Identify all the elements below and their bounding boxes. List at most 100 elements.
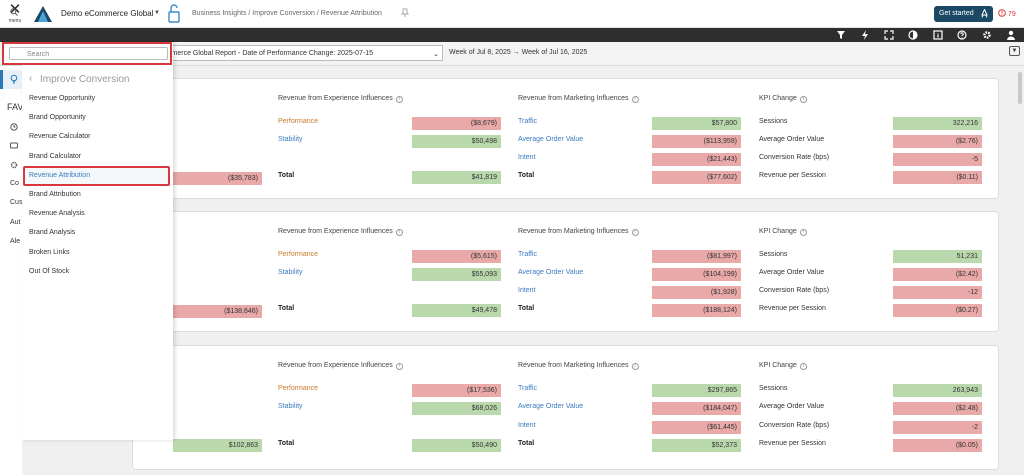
drawer-item-revenue-attribution[interactable]: Revenue Attribution (23, 166, 170, 186)
aov-label[interactable]: Average Order Value (518, 403, 584, 410)
top-bar: ✕ menu Demo eCommerce Global ▼ Business … (0, 0, 1024, 28)
stability-value: $50,498 (412, 135, 501, 148)
drawer-item-out-of-stock[interactable]: Out Of Stock (29, 268, 70, 275)
favorites-heading: FAV (7, 102, 24, 112)
chevron-down-icon: ⌄ (433, 51, 439, 58)
performance-label[interactable]: Performance (278, 251, 319, 258)
filter-icon[interactable] (836, 30, 846, 40)
lightbulb-icon (10, 74, 18, 84)
alert-indicator[interactable]: 79 (998, 9, 1016, 18)
settings-icon[interactable] (10, 161, 18, 169)
date-range[interactable]: Week of Jul 8, 2025 → Week of Jul 16, 20… (449, 49, 588, 56)
aov-value: ($113,959) (652, 135, 741, 148)
experience-total-value: $41,819 (412, 171, 501, 184)
drawer-item-revenue-calculator[interactable]: Revenue Calculator (29, 133, 91, 140)
total-label: Total (278, 305, 295, 312)
chevron-left-icon[interactable]: ‹ (29, 73, 33, 84)
contrast-icon[interactable] (908, 30, 918, 40)
nav-active-item[interactable] (0, 70, 22, 89)
user-icon[interactable] (1006, 30, 1016, 40)
kpi-aov-label: Average Order Value (759, 403, 825, 410)
collapse-button[interactable]: ▼ (1009, 46, 1020, 56)
drawer-title[interactable]: Improve Conversion (40, 74, 130, 85)
info-icon: i (799, 96, 807, 103)
chevron-down-icon[interactable]: ▼ (154, 10, 160, 16)
lightning-icon[interactable] (860, 30, 870, 40)
traffic-label[interactable]: Traffic (518, 385, 538, 392)
drawer-item-brand-attribution[interactable]: Brand Attribution (29, 191, 81, 198)
kpi-aov-label: Average Order Value (759, 269, 825, 276)
experience-header: Revenue from Experience Influences i (278, 228, 403, 236)
fullscreen-icon[interactable] (884, 30, 894, 40)
stability-value: $68,026 (412, 402, 501, 415)
experience-total-value: $50,490 (412, 439, 501, 452)
traffic-value: $57,800 (652, 117, 741, 130)
left-nav-item[interactable]: Ale (10, 238, 21, 245)
help-icon[interactable] (957, 30, 967, 40)
marketing-total-value: ($77,602) (652, 171, 741, 184)
kpi-header: KPI Change i (759, 95, 807, 103)
get-started-button[interactable]: Get started (934, 6, 993, 22)
intent-value: ($21,443) (652, 153, 741, 166)
rps-value: ($0.11) (893, 171, 982, 184)
brand-logo[interactable] (34, 6, 52, 24)
search-icon (10, 8, 18, 16)
sessions-label: Sessions (759, 251, 788, 258)
info-icon: i (631, 96, 639, 103)
intent-value: ($1,928) (652, 286, 741, 299)
marketing-total-value: $52,373 (652, 439, 741, 452)
intent-label[interactable]: Intent (518, 154, 536, 161)
attribution-card: $102,863 Revenue from Experience Influen… (132, 345, 999, 470)
sessions-value: 51,231 (893, 250, 982, 263)
info-icon: i (395, 229, 403, 236)
left-nav-item[interactable]: Cus (10, 199, 23, 206)
pin-icon[interactable] (400, 8, 410, 20)
report-select-value: o eCommerce Global Report - Date of Perf… (147, 50, 374, 57)
intent-value: ($61,445) (652, 421, 741, 434)
unlock-icon[interactable] (168, 4, 180, 26)
performance-label[interactable]: Performance (278, 385, 319, 392)
drawer-item-revenue-opportunity[interactable]: Revenue Opportunity (29, 95, 96, 102)
report-select[interactable]: o eCommerce Global Report - Date of Perf… (143, 45, 443, 61)
traffic-value: $297,865 (652, 384, 741, 397)
drawer-item-broken-links[interactable]: Broken Links (29, 249, 70, 256)
stability-label[interactable]: Stability (278, 403, 303, 410)
intent-label[interactable]: Intent (518, 287, 536, 294)
stability-label[interactable]: Stability (278, 269, 303, 276)
clock-icon[interactable] (10, 123, 18, 131)
gear-icon[interactable] (982, 30, 992, 40)
search-input[interactable] (9, 47, 168, 60)
info-icon: i (395, 363, 403, 370)
kpi-aov-value: ($2.42) (893, 268, 982, 281)
traffic-label[interactable]: Traffic (518, 118, 538, 125)
traffic-value: ($81,997) (652, 250, 741, 263)
aov-label[interactable]: Average Order Value (518, 136, 584, 143)
toolbar (0, 28, 1024, 42)
drawer-item-brand-opportunity[interactable]: Brand Opportunity (29, 114, 86, 121)
aov-label[interactable]: Average Order Value (518, 269, 584, 276)
search-box[interactable] (2, 42, 172, 65)
left-nav-item[interactable]: Aut (10, 219, 21, 226)
left-nav-item[interactable]: Co (10, 180, 19, 187)
experience-header: Revenue from Experience Influences i (278, 362, 403, 370)
conversion-label: Conversion Rate (bps) (759, 422, 830, 429)
info-icon: i (631, 363, 639, 370)
chat-icon[interactable] (10, 142, 18, 150)
performance-label[interactable]: Performance (278, 118, 319, 125)
company-name[interactable]: Demo eCommerce Global (61, 9, 154, 18)
stability-label[interactable]: Stability (278, 136, 303, 143)
info-icon: i (395, 96, 403, 103)
chevron-down-icon: ▼ (1011, 48, 1018, 54)
scrollbar-thumb[interactable] (1018, 72, 1022, 104)
stability-value: $55,093 (412, 268, 501, 281)
drawer-item-brand-analysis[interactable]: Brand Analysis (29, 229, 76, 236)
drawer-item-brand-calculator[interactable]: Brand Calculator (29, 153, 82, 160)
traffic-label[interactable]: Traffic (518, 251, 538, 258)
navigation-drawer (22, 42, 173, 440)
conversion-label: Conversion Rate (bps) (759, 154, 830, 161)
sessions-label: Sessions (759, 118, 788, 125)
drawer-item-revenue-analysis[interactable]: Revenue Analysis (29, 210, 85, 217)
info-box-icon[interactable] (933, 30, 943, 40)
intent-label[interactable]: Intent (518, 422, 536, 429)
scrollbar[interactable] (1016, 66, 1024, 475)
